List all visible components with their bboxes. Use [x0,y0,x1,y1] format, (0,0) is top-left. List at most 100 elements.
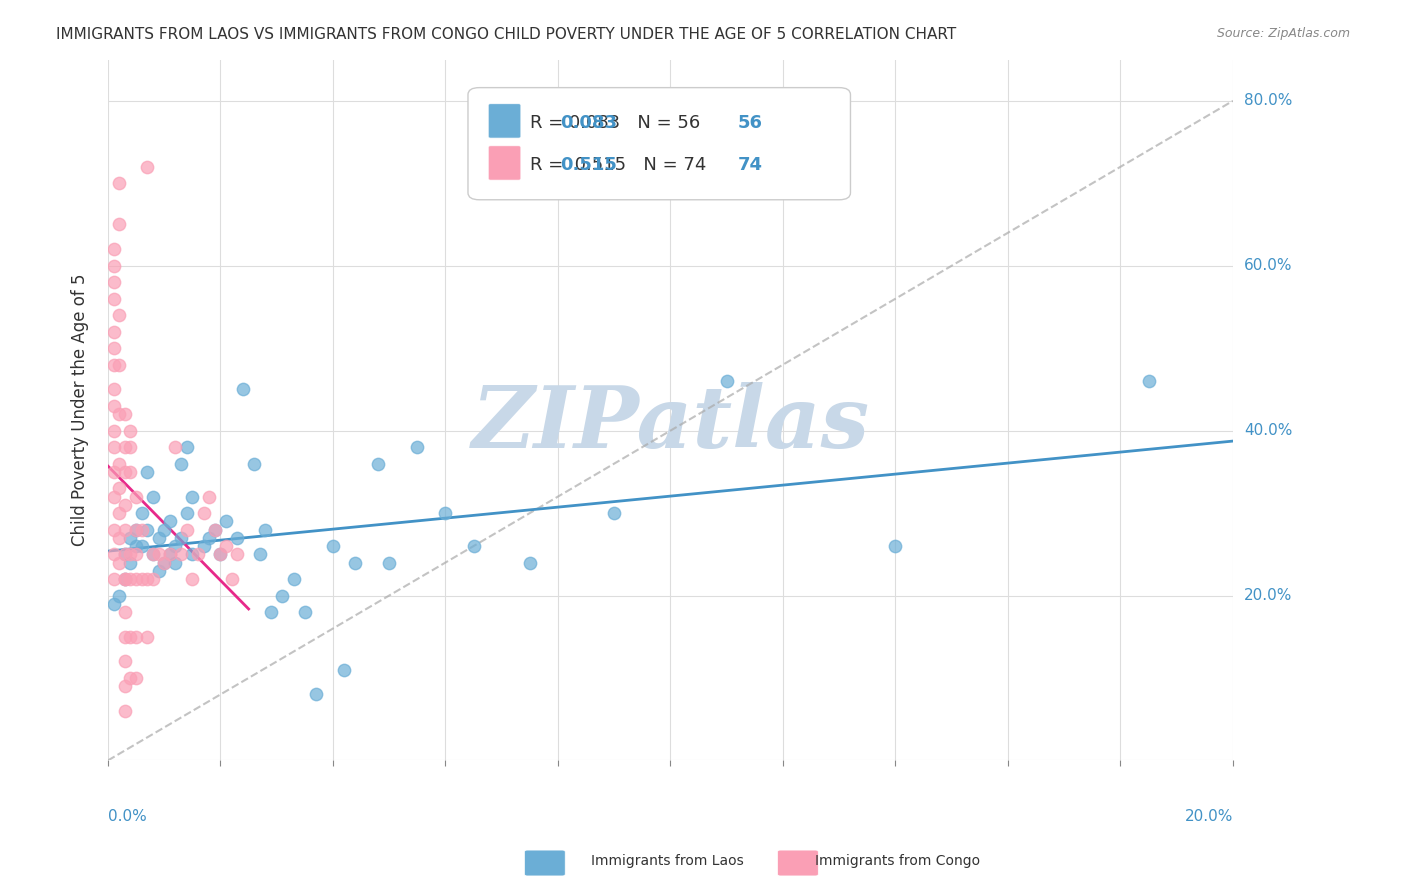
Immigrants from Congo [103,242,125,256]
Immigrants from Congo [114,655,136,669]
Immigrants from Congo [114,498,136,512]
Immigrants from Congo [120,465,142,479]
Immigrants from Congo [181,572,204,586]
Immigrants from Congo [209,547,232,561]
Text: R = 0.083   N = 56: R = 0.083 N = 56 [530,113,700,132]
Immigrants from Congo [136,160,159,174]
Immigrants from Congo [153,556,176,570]
Immigrants from Congo [120,440,142,454]
Immigrants from Laos [519,556,541,570]
Immigrants from Laos [603,506,626,520]
Immigrants from Laos [716,374,738,388]
Immigrants from Laos [148,564,170,578]
Immigrants from Laos [176,506,198,520]
Y-axis label: Child Poverty Under the Age of 5: Child Poverty Under the Age of 5 [72,274,89,546]
Immigrants from Congo [114,547,136,561]
Immigrants from Laos [142,547,165,561]
Immigrants from Congo [120,630,142,644]
Immigrants from Congo [114,605,136,619]
Immigrants from Laos [434,506,457,520]
Immigrants from Congo [103,259,125,273]
Text: Source: ZipAtlas.com: Source: ZipAtlas.com [1216,27,1350,40]
Immigrants from Laos [193,539,215,553]
Immigrants from Laos [176,440,198,454]
Immigrants from Congo [114,572,136,586]
Immigrants from Congo [103,341,125,355]
Immigrants from Laos [136,523,159,537]
Immigrants from Congo [103,547,125,561]
Immigrants from Congo [103,440,125,454]
Immigrants from Laos [249,547,271,561]
Immigrants from Laos [148,531,170,545]
FancyBboxPatch shape [488,145,520,180]
Immigrants from Laos [1137,374,1160,388]
Immigrants from Laos [322,539,344,553]
Immigrants from Laos [271,589,294,603]
Immigrants from Congo [120,424,142,438]
Immigrants from Congo [125,630,148,644]
Immigrants from Congo [125,490,148,504]
Immigrants from Congo [136,630,159,644]
Immigrants from Congo [103,424,125,438]
Immigrants from Congo [198,490,221,504]
Immigrants from Congo [125,523,148,537]
Immigrants from Laos [463,539,485,553]
Immigrants from Laos [260,605,283,619]
Immigrants from Congo [170,547,193,561]
Immigrants from Laos [181,547,204,561]
Immigrants from Congo [226,547,249,561]
Immigrants from Congo [125,572,148,586]
Immigrants from Congo [125,547,148,561]
Text: 0.515: 0.515 [560,156,617,174]
Immigrants from Congo [204,523,226,537]
Immigrants from Laos [243,457,266,471]
Immigrants from Congo [159,547,181,561]
Immigrants from Congo [221,572,243,586]
Immigrants from Laos [120,556,142,570]
Immigrants from Laos [153,523,176,537]
Immigrants from Laos [125,539,148,553]
Immigrants from Laos [159,547,181,561]
Immigrants from Congo [108,457,131,471]
Immigrants from Congo [108,481,131,495]
Immigrants from Congo [108,531,131,545]
Immigrants from Congo [114,440,136,454]
Text: 60.0%: 60.0% [1244,258,1292,273]
Immigrants from Congo [125,671,148,685]
Immigrants from Congo [103,490,125,504]
Immigrants from Congo [142,572,165,586]
Immigrants from Congo [108,506,131,520]
Immigrants from Congo [103,572,125,586]
Immigrants from Laos [153,556,176,570]
Immigrants from Laos [131,506,153,520]
Text: Immigrants from Laos: Immigrants from Laos [591,855,744,868]
Immigrants from Laos [114,572,136,586]
Immigrants from Congo [103,275,125,289]
Immigrants from Congo [108,308,131,322]
Immigrants from Congo [131,523,153,537]
Text: 0.0%: 0.0% [108,809,146,824]
FancyBboxPatch shape [468,87,851,200]
Immigrants from Laos [232,383,254,397]
Immigrants from Congo [108,407,131,421]
Immigrants from Congo [114,523,136,537]
Immigrants from Laos [378,556,401,570]
Immigrants from Congo [114,465,136,479]
Immigrants from Congo [142,547,165,561]
Immigrants from Congo [114,679,136,693]
Text: Immigrants from Congo: Immigrants from Congo [815,855,980,868]
Immigrants from Laos [120,531,142,545]
Immigrants from Congo [103,325,125,339]
Immigrants from Laos [283,572,305,586]
Immigrants from Laos [367,457,389,471]
Immigrants from Congo [108,218,131,232]
Immigrants from Congo [103,399,125,413]
Text: 20.0%: 20.0% [1244,588,1292,603]
Immigrants from Congo [165,440,187,454]
Immigrants from Congo [114,630,136,644]
Immigrants from Laos [142,490,165,504]
Immigrants from Congo [103,465,125,479]
Immigrants from Congo [114,572,136,586]
Immigrants from Laos [170,531,193,545]
Immigrants from Congo [120,671,142,685]
